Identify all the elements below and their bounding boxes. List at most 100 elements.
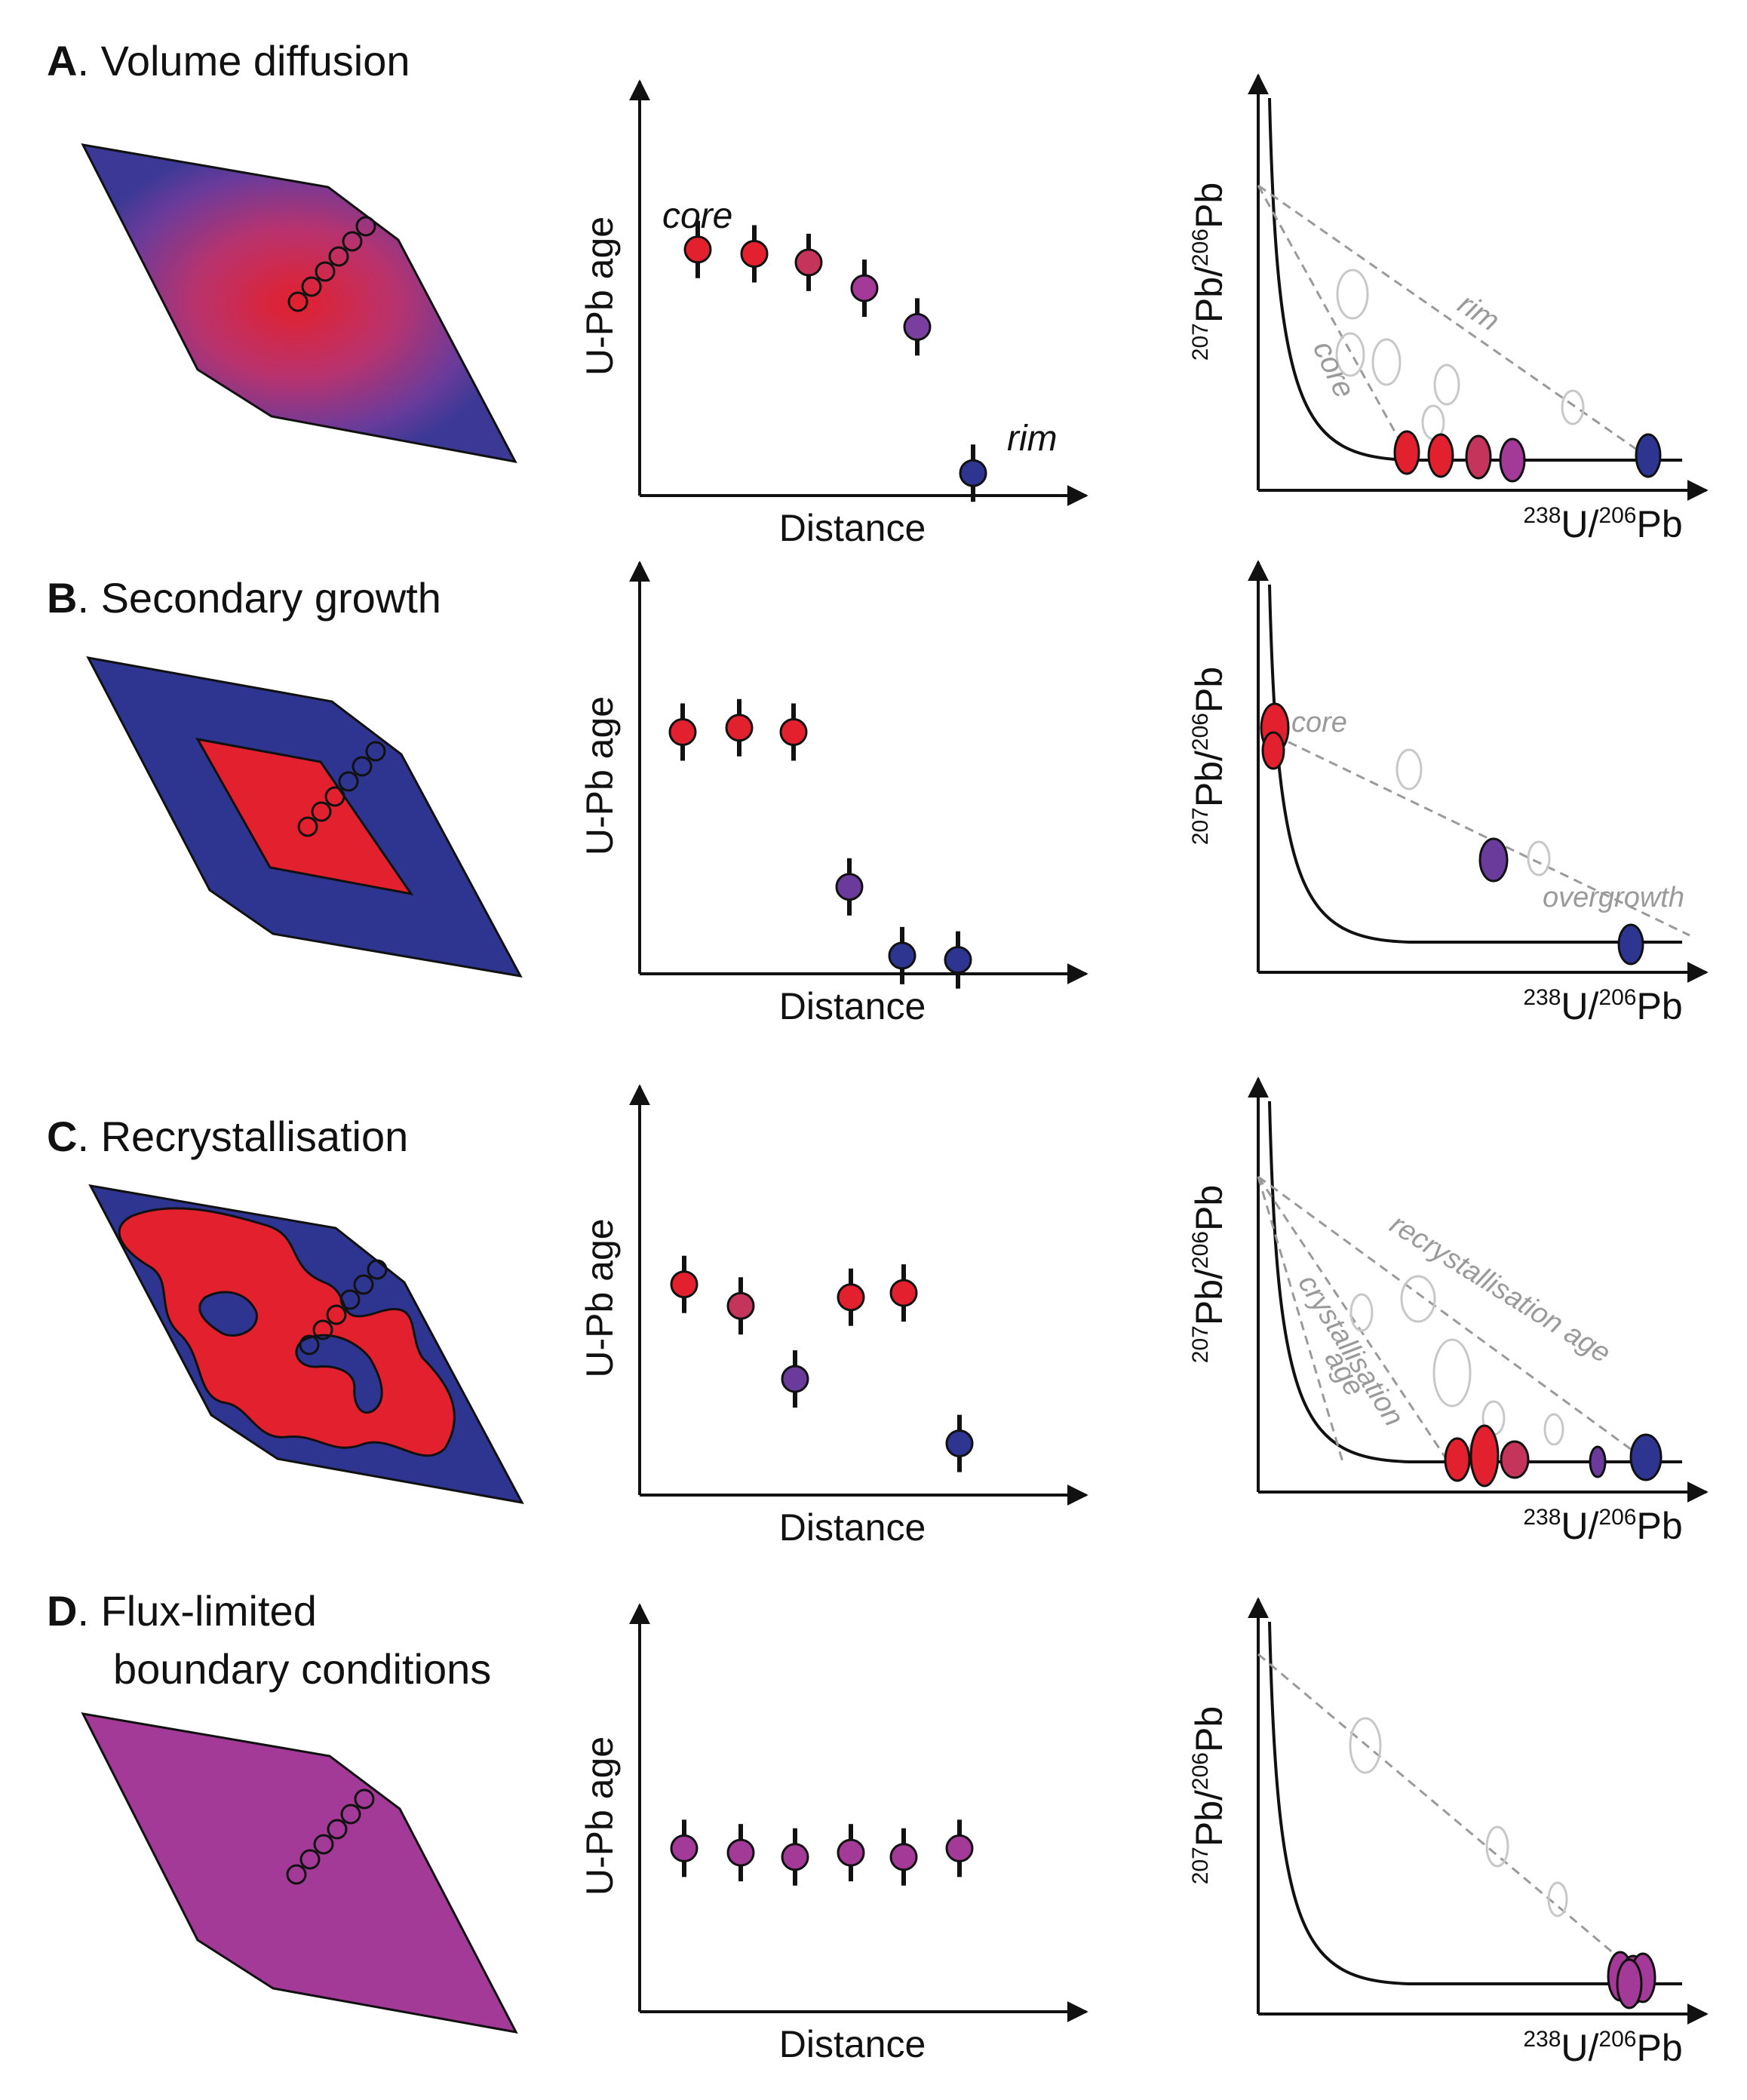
tw-y-label: 207Pb/206Pb: [1188, 667, 1230, 845]
tw-y-label-part-0: 207: [1188, 323, 1213, 361]
analysis-spot: [338, 771, 359, 792]
grey-ellipse: [1432, 1338, 1472, 1408]
profile-point: [726, 1838, 755, 1867]
tw-x-label-part-2: 206: [1598, 2027, 1636, 2052]
profile-x-label: Distance: [779, 1506, 926, 1549]
tw-x-label-part-0: 238: [1523, 1505, 1561, 1530]
grey-ellipse: [1371, 338, 1402, 386]
analysis-spot: [311, 801, 332, 822]
profile-point: [781, 1365, 809, 1393]
grey-ellipse: [1433, 364, 1460, 406]
tw-b-details: core overgrowth: [1260, 702, 1690, 966]
tw-data-ellipse: [1616, 1958, 1643, 2009]
tw-y-label: 207Pb/206Pb: [1188, 1706, 1230, 1884]
profile-point: [781, 1843, 809, 1871]
tw-x-label-part-1: U/: [1561, 2027, 1598, 2069]
tw-data-ellipse: [1635, 433, 1662, 478]
tw-a-details: core rim: [1257, 184, 1662, 483]
tw-x-label-part-0: 238: [1523, 503, 1561, 528]
concordia-curve: [1268, 1101, 1682, 1463]
panel-d-title-line2: boundary conditions: [113, 1645, 492, 1693]
analysis-spot: [324, 786, 345, 807]
profile-plot-b: Distance U-Pb age: [579, 560, 1088, 1027]
tw-y-label-part-2: 206: [1188, 1752, 1213, 1790]
tw-data-ellipse: [1393, 430, 1420, 475]
crystal-a: [81, 143, 517, 464]
tw-note-overgrowth: overgrowth: [1543, 882, 1684, 913]
analysis-spot: [312, 1319, 333, 1340]
profile-point: [945, 1429, 974, 1458]
profile-point: [888, 941, 916, 970]
tw-y-label-part-0: 207: [1188, 807, 1213, 845]
discordia-cryst: [1257, 1176, 1450, 1463]
analysis-spot: [367, 1259, 388, 1280]
analysis-spot: [365, 741, 386, 762]
grey-ellipse: [1527, 840, 1551, 877]
analysis-spot: [299, 1334, 320, 1355]
crystal-c-relict-hole-2: [295, 1334, 383, 1414]
panel-b-letter: B: [47, 574, 78, 622]
panel-a-letter: A: [47, 37, 78, 84]
grey-ellipse: [1395, 748, 1423, 791]
tw-x-label-part-1: U/: [1561, 1505, 1598, 1547]
concordia-curve: [1268, 1621, 1682, 1985]
concordia-curve: [1268, 97, 1682, 462]
analysis-spot: [328, 246, 349, 267]
discordia-line: [1257, 1653, 1649, 1984]
profile-point: [837, 1838, 865, 1867]
tw-data-ellipse: [1427, 433, 1454, 478]
grey-ellipse: [1561, 389, 1585, 425]
profile-y-label: U-Pb age: [579, 696, 621, 855]
tw-plot-d: 238U/206Pb 207Pb/206Pb: [1188, 1597, 1709, 2069]
grey-ellipse: [1336, 269, 1369, 320]
profile-point: [779, 718, 808, 746]
grey-ellipse: [1547, 1881, 1568, 1917]
tw-note-core: core: [1291, 707, 1347, 738]
profile-point: [945, 1834, 974, 1862]
crystal-b-core: [195, 737, 414, 896]
tw-data-ellipse: [1478, 837, 1509, 883]
tw-x-label: 238U/206Pb: [1523, 1505, 1682, 1547]
analysis-spot: [339, 1289, 361, 1310]
tw-data-ellipse: [1261, 731, 1285, 770]
grey-ellipse: [1349, 1293, 1374, 1332]
analysis-spot: [326, 1304, 347, 1325]
profile-point: [835, 873, 864, 901]
profile-plot-c: Distance U-Pb age: [579, 1084, 1088, 1549]
profile-point: [668, 718, 697, 746]
discordia-core: [1257, 185, 1412, 461]
profile-plot-a: Distance U-Pb age core rim: [579, 79, 1088, 549]
panel-a-title-text: . Volume diffusion: [77, 37, 410, 84]
analysis-spot: [342, 231, 363, 252]
tw-note-core: core: [1306, 336, 1362, 403]
tw-x-label-part-0: 238: [1523, 985, 1561, 1010]
tw-plot-b: 238U/206Pb 207Pb/206Pb: [1188, 560, 1709, 1027]
profile-y-label: U-Pb age: [579, 216, 621, 376]
tw-x-label-part-2: 206: [1598, 985, 1636, 1010]
panel-b-title: B. Secondary growth: [47, 573, 441, 622]
grey-ellipse: [1543, 1413, 1564, 1446]
profile-x-label: Distance: [779, 2023, 926, 2065]
tw-x-label: 238U/206Pb: [1523, 985, 1682, 1027]
tw-y-label-part-2: 206: [1188, 1231, 1213, 1269]
analysis-spot: [297, 816, 318, 837]
tw-note-rim: rim: [1452, 287, 1506, 338]
profile-point: [889, 1843, 918, 1871]
profile-point: [726, 1291, 755, 1320]
tw-data-ellipse: [1500, 1440, 1530, 1479]
crystal-b: [86, 655, 523, 978]
analysis-spot: [354, 1788, 375, 1810]
profile-point: [740, 240, 769, 268]
profile-y-label: U-Pb age: [579, 1218, 621, 1377]
tw-x-label-part-3: Pb: [1636, 2027, 1682, 2069]
discordia-rim: [1257, 184, 1653, 462]
profile-point: [837, 1283, 865, 1312]
tw-x-label: 238U/206Pb: [1523, 2027, 1682, 2069]
tw-y-label-part-3: Pb: [1188, 1185, 1230, 1231]
profile-x-label: Distance: [779, 507, 926, 549]
tw-x-label-part-1: U/: [1561, 985, 1598, 1027]
tw-data-ellipse: [1629, 1433, 1663, 1481]
profile-point: [850, 274, 879, 302]
profile-x-label: Distance: [779, 985, 926, 1027]
